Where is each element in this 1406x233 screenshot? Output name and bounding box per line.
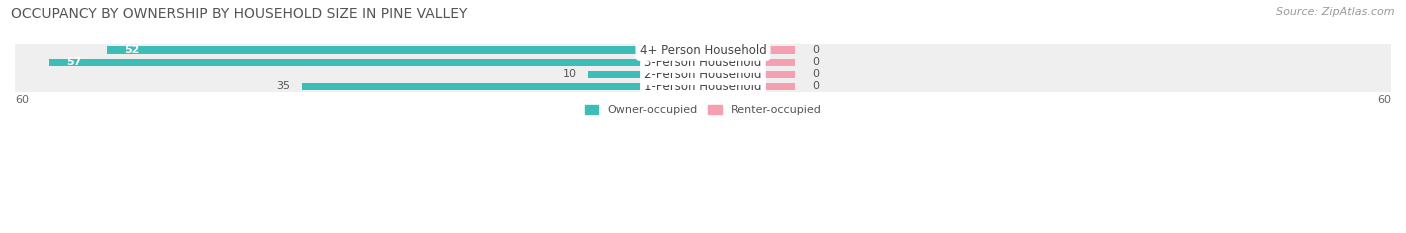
Text: Source: ZipAtlas.com: Source: ZipAtlas.com <box>1277 7 1395 17</box>
Bar <box>15 80 1391 93</box>
Text: 52: 52 <box>124 45 139 55</box>
Bar <box>703 58 794 66</box>
Bar <box>15 56 1391 68</box>
Text: 57: 57 <box>66 57 82 67</box>
Text: 3-Person Household: 3-Person Household <box>644 56 762 69</box>
Text: 1-Person Household: 1-Person Household <box>644 80 762 93</box>
Text: 0: 0 <box>811 69 818 79</box>
Text: 35: 35 <box>276 82 290 91</box>
Text: 0: 0 <box>811 82 818 91</box>
Text: 0: 0 <box>811 45 818 55</box>
Bar <box>15 44 1391 56</box>
Text: 0: 0 <box>811 57 818 67</box>
Bar <box>15 68 1391 80</box>
Bar <box>588 71 703 78</box>
Bar <box>49 58 703 66</box>
Text: OCCUPANCY BY OWNERSHIP BY HOUSEHOLD SIZE IN PINE VALLEY: OCCUPANCY BY OWNERSHIP BY HOUSEHOLD SIZE… <box>11 7 468 21</box>
Text: 4+ Person Household: 4+ Person Household <box>640 44 766 57</box>
Bar <box>703 71 794 78</box>
Bar <box>107 46 703 54</box>
Bar <box>302 83 703 90</box>
Legend: Owner-occupied, Renter-occupied: Owner-occupied, Renter-occupied <box>581 100 825 120</box>
Text: 60: 60 <box>1376 95 1391 105</box>
Text: 60: 60 <box>15 95 30 105</box>
Bar <box>703 83 794 90</box>
Bar <box>703 46 794 54</box>
Text: 2-Person Household: 2-Person Household <box>644 68 762 81</box>
Text: 10: 10 <box>562 69 576 79</box>
